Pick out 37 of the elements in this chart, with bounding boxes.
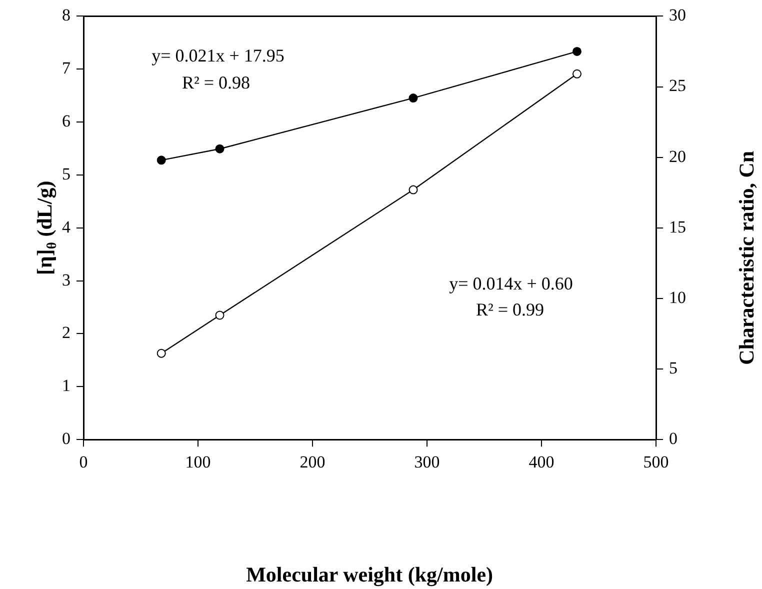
y-tick-label: 8 bbox=[62, 6, 70, 25]
x-tick-label: 500 bbox=[643, 452, 669, 472]
x-tick-label: 200 bbox=[300, 452, 326, 472]
point bbox=[572, 69, 582, 78]
annotation: y= 0.021x + 17.95 bbox=[152, 46, 284, 66]
annotation: R² = 0.98 bbox=[182, 72, 250, 93]
x-axis-title: Molecular weight (kg/mole) bbox=[246, 562, 494, 586]
point bbox=[215, 144, 224, 154]
point bbox=[408, 94, 418, 103]
x-tick-label: 0 bbox=[79, 452, 88, 472]
y-tick-label: 1 bbox=[62, 376, 70, 396]
y2-axis-title: Characteristic ratio, Cn bbox=[734, 150, 758, 365]
y2-tick-label: 30 bbox=[669, 6, 686, 25]
y-tick-label: 0 bbox=[62, 429, 70, 448]
y-tick-label: 3 bbox=[62, 270, 70, 290]
y2-tick-label: 0 bbox=[669, 429, 678, 448]
point bbox=[572, 46, 582, 56]
y2-tick-label: 10 bbox=[669, 288, 686, 307]
point bbox=[156, 156, 166, 165]
y-tick-label: 5 bbox=[62, 164, 70, 184]
y-tick-label: 6 bbox=[62, 112, 70, 131]
y-tick-label: 7 bbox=[62, 58, 71, 78]
y2-tick-label: 5 bbox=[669, 358, 678, 378]
y-tick-label: 2 bbox=[62, 323, 70, 342]
annotation: R² = 0.99 bbox=[476, 300, 544, 320]
y2-tick-label: 25 bbox=[669, 76, 686, 96]
point bbox=[156, 348, 166, 358]
y2-tick-label: 15 bbox=[669, 217, 686, 236]
x-tick-label: 400 bbox=[528, 452, 554, 472]
point bbox=[215, 310, 224, 320]
x-tick-label: 100 bbox=[185, 452, 211, 472]
y-tick-label: 4 bbox=[62, 217, 71, 236]
y-axis-title: [η]θ (dL/g) bbox=[32, 180, 59, 276]
point bbox=[408, 185, 418, 194]
annotation: y= 0.014x + 0.60 bbox=[449, 274, 573, 294]
y2-tick-label: 20 bbox=[669, 146, 686, 166]
x-tick-label: 300 bbox=[414, 452, 440, 472]
